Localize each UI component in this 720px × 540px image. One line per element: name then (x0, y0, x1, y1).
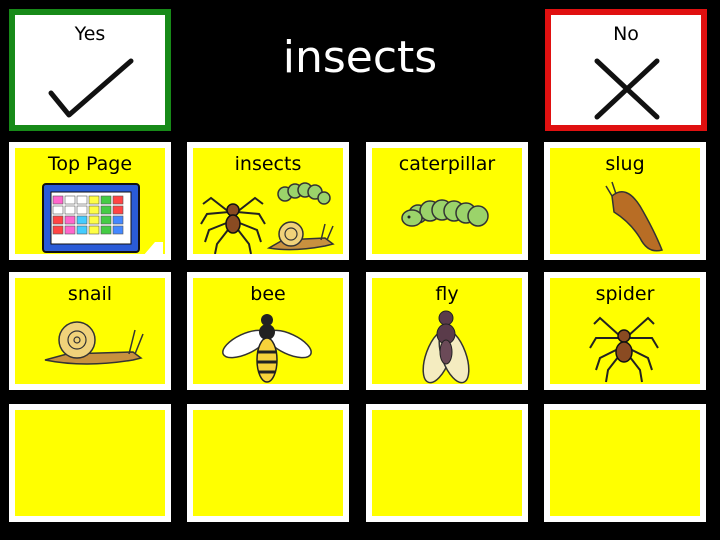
caterpillar-icon (401, 199, 489, 227)
slug-icon (605, 181, 664, 252)
tile-snail[interactable]: snail (9, 272, 171, 390)
checkmark-icon (48, 58, 134, 118)
yes-label: Yes (74, 23, 106, 45)
tile-fly[interactable]: fly (366, 272, 528, 390)
tile-label: snail (67, 283, 113, 305)
tile-bee[interactable]: bee (187, 272, 349, 390)
bee-icon (222, 314, 312, 383)
tile-top-page[interactable]: Top Page (9, 142, 171, 260)
tile-empty[interactable] (9, 404, 171, 522)
tile-slug[interactable]: slug (544, 142, 706, 260)
fly-icon (422, 310, 470, 384)
no-label: No (613, 23, 639, 45)
tile-label: spider (595, 283, 655, 305)
tile-spider[interactable]: spider (544, 272, 706, 390)
insects-group-icon (200, 182, 335, 254)
tile-empty[interactable] (187, 404, 349, 522)
tile-label: insects (234, 153, 302, 175)
tile-label: bee (250, 283, 286, 305)
snail-icon (44, 321, 144, 365)
tile-label: fly (435, 283, 459, 305)
tile-label: Top Page (47, 153, 133, 175)
cross-icon (594, 58, 660, 120)
tile-empty[interactable] (544, 404, 706, 522)
tile-label: caterpillar (398, 153, 496, 175)
tile-insects[interactable]: insects (187, 142, 349, 260)
tile-label: slug (605, 153, 645, 175)
grid-board-icon (42, 183, 163, 254)
tile-caterpillar[interactable]: caterpillar (366, 142, 528, 260)
tile-empty[interactable] (366, 404, 528, 522)
spider-icon (589, 316, 659, 383)
no-button[interactable]: No (545, 9, 707, 131)
page-title: insects (282, 32, 438, 83)
yes-button[interactable]: Yes (9, 9, 171, 131)
